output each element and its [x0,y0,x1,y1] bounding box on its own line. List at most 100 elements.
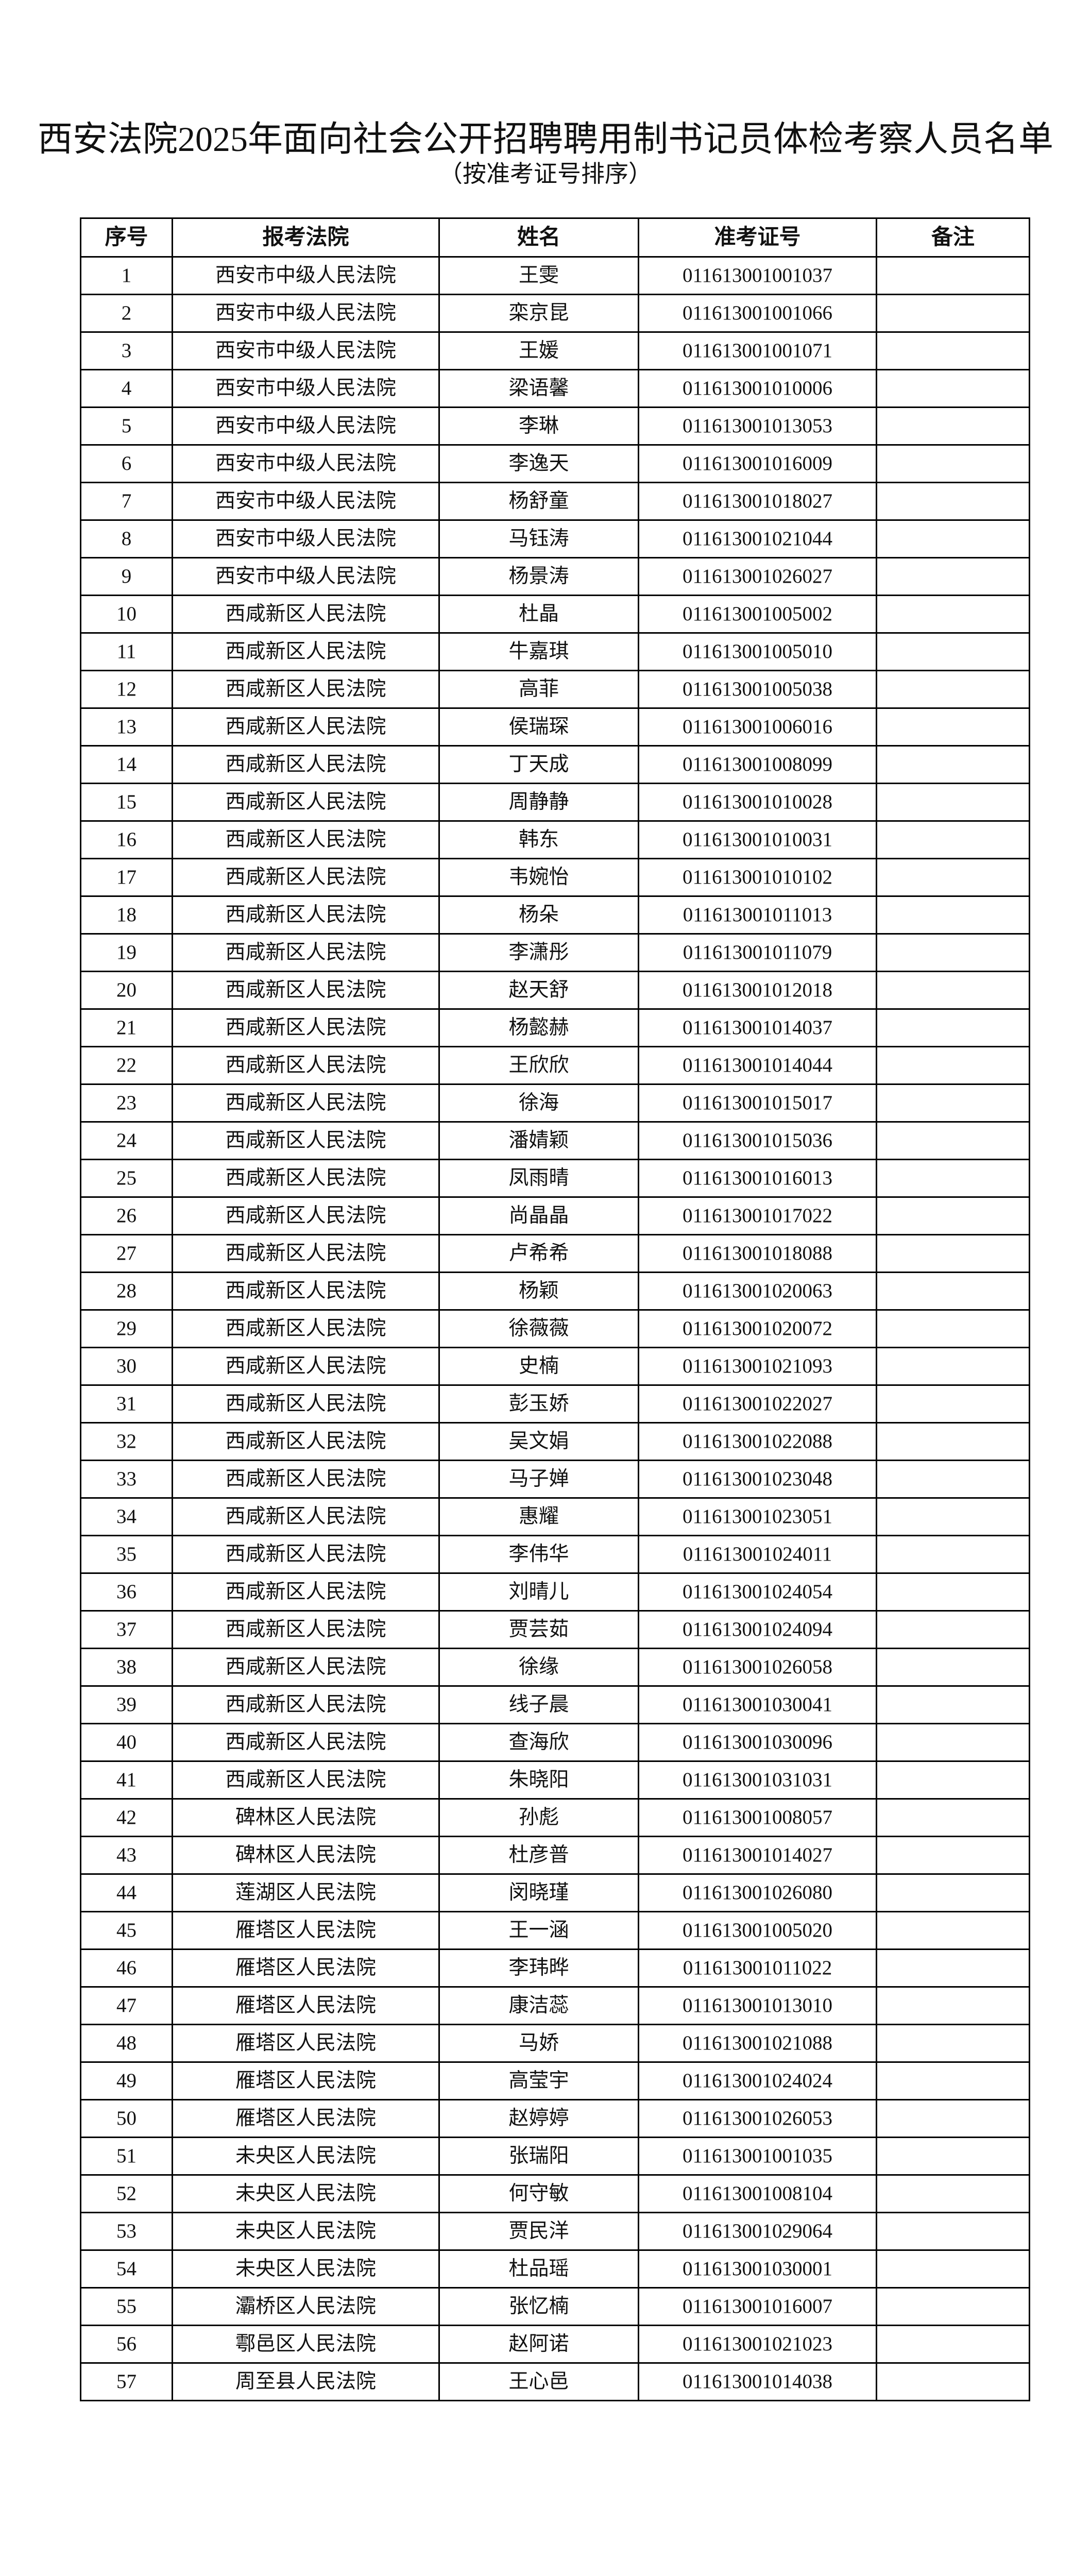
table-row: 13 西咸新区人民法院 侯瑞琛 011613001006016 [80,707,1030,747]
exam-id-cell: 011613001001066 [638,294,877,333]
name-cell: 贾民洋 [438,2212,639,2251]
remarks-cell [876,707,1030,747]
exam-id-cell: 011613001001035 [638,2137,877,2176]
remarks-cell [876,1272,1030,1311]
remarks-cell [876,2024,1030,2063]
name-cell: 卢希希 [438,1234,639,1273]
remarks-cell [876,1347,1030,1386]
remarks-cell [876,2287,1030,2326]
exam-id-cell: 011613001010028 [638,783,877,822]
name-cell: 何守敏 [438,2174,639,2213]
exam-id-cell: 011613001018088 [638,1234,877,1273]
court-cell: 西咸新区人民法院 [172,1234,440,1273]
table-row: 20 西咸新区人民法院 赵天舒 011613001012018 [80,971,1030,1010]
court-cell: 西咸新区人民法院 [172,670,440,709]
table-row: 1 西安市中级人民法院 王雯 011613001001037 [80,256,1030,295]
exam-id-cell: 011613001021023 [638,2325,877,2364]
table-row: 19 西咸新区人民法院 李潇彤 011613001011079 [80,933,1030,972]
court-cell: 西安市中级人民法院 [172,406,440,446]
serial-number-cell: 8 [80,519,173,558]
remarks-cell [876,1046,1030,1085]
remarks-cell [876,1422,1030,1461]
remarks-cell [876,2249,1030,2289]
name-cell: 张瑞阳 [438,2137,639,2176]
table-row: 39 西咸新区人民法院 线子晨 011613001030041 [80,1685,1030,1724]
court-cell: 雁塔区人民法院 [172,1911,440,1950]
table-row: 23 西咸新区人民法院 徐海 011613001015017 [80,1083,1030,1123]
table-row: 7 西安市中级人民法院 杨舒童 011613001018027 [80,482,1030,521]
exam-id-cell: 011613001010006 [638,369,877,408]
serial-number-cell: 6 [80,444,173,483]
remarks-cell [876,1460,1030,1499]
table-row: 29 西咸新区人民法院 徐薇薇 011613001020072 [80,1309,1030,1348]
remarks-cell [876,2174,1030,2213]
exam-id-cell: 011613001021093 [638,1347,877,1386]
table-row: 56 鄠邑区人民法院 赵阿诺 011613001021023 [80,2325,1030,2364]
exam-id-cell: 011613001010102 [638,858,877,897]
table-body: 1 西安市中级人民法院 王雯 011613001001037 2 西安市中级人民法院 栾京昆… [80,256,1030,2401]
table-row: 57 周至县人民法院 王心邑 011613001014038 [80,2362,1030,2401]
court-cell: 西咸新区人民法院 [172,820,440,859]
table-row: 53 未央区人民法院 贾民洋 011613001029064 [80,2212,1030,2251]
remarks-cell [876,331,1030,370]
remarks-cell [876,1986,1030,2025]
exam-id-cell: 011613001016007 [638,2287,877,2326]
serial-number-cell: 37 [80,1610,173,1649]
serial-number-cell: 55 [80,2287,173,2326]
court-cell: 西咸新区人民法院 [172,1648,440,1687]
name-cell: 惠耀 [438,1497,639,1536]
exam-id-cell: 011613001012018 [638,971,877,1010]
name-cell: 梁语馨 [438,369,639,408]
table-row: 27 西咸新区人民法院 卢希希 011613001018088 [80,1234,1030,1273]
exam-id-cell: 011613001030001 [638,2249,877,2289]
court-cell: 西咸新区人民法院 [172,1610,440,1649]
name-cell: 李玮晔 [438,1948,639,1988]
remarks-cell [876,369,1030,408]
remarks-cell [876,1610,1030,1649]
serial-number-cell: 49 [80,2061,173,2100]
serial-number-cell: 48 [80,2024,173,2063]
remarks-cell [876,1121,1030,1160]
table-row: 36 西咸新区人民法院 刘晴儿 011613001024054 [80,1572,1030,1612]
table-row: 32 西咸新区人民法院 吴文娟 011613001022088 [80,1422,1030,1461]
table-row: 17 西咸新区人民法院 韦婉怡 011613001010102 [80,858,1030,897]
court-cell: 西咸新区人民法院 [172,1008,440,1047]
name-cell: 杨颖 [438,1272,639,1311]
name-cell: 杨景涛 [438,557,639,596]
remarks-cell [876,2325,1030,2364]
court-cell: 莲湖区人民法院 [172,1873,440,1912]
court-cell: 西咸新区人民法院 [172,1572,440,1612]
table-row: 26 西咸新区人民法院 尚晶晶 011613001017022 [80,1196,1030,1235]
court-cell: 西安市中级人民法院 [172,482,440,521]
name-cell: 牛嘉琪 [438,632,639,671]
court-cell: 雁塔区人民法院 [172,2024,440,2063]
exam-id-cell: 011613001011079 [638,933,877,972]
name-cell: 朱晓阳 [438,1760,639,1800]
court-cell: 西咸新区人民法院 [172,632,440,671]
serial-number-cell: 12 [80,670,173,709]
remarks-cell [876,2099,1030,2138]
remarks-cell [876,1008,1030,1047]
exam-id-cell: 011613001016013 [638,1159,877,1198]
header-name: 姓名 [438,217,639,258]
court-cell: 西咸新区人民法院 [172,1535,440,1574]
serial-number-cell: 4 [80,369,173,408]
table-row: 25 西咸新区人民法院 凤雨晴 011613001016013 [80,1159,1030,1198]
serial-number-cell: 17 [80,858,173,897]
exam-id-cell: 011613001026027 [638,557,877,596]
name-cell: 王雯 [438,256,639,295]
remarks-cell [876,444,1030,483]
court-cell: 西咸新区人民法院 [172,1083,440,1123]
remarks-cell [876,1723,1030,1762]
name-cell: 侯瑞琛 [438,707,639,747]
remarks-cell [876,858,1030,897]
name-cell: 徐薇薇 [438,1309,639,1348]
serial-number-cell: 7 [80,482,173,521]
name-cell: 高莹宇 [438,2061,639,2100]
serial-number-cell: 13 [80,707,173,747]
court-cell: 西咸新区人民法院 [172,1272,440,1311]
table-row: 8 西安市中级人民法院 马钰涛 011613001021044 [80,519,1030,558]
serial-number-cell: 33 [80,1460,173,1499]
exam-id-cell: 011613001011013 [638,895,877,935]
court-cell: 西安市中级人民法院 [172,519,440,558]
